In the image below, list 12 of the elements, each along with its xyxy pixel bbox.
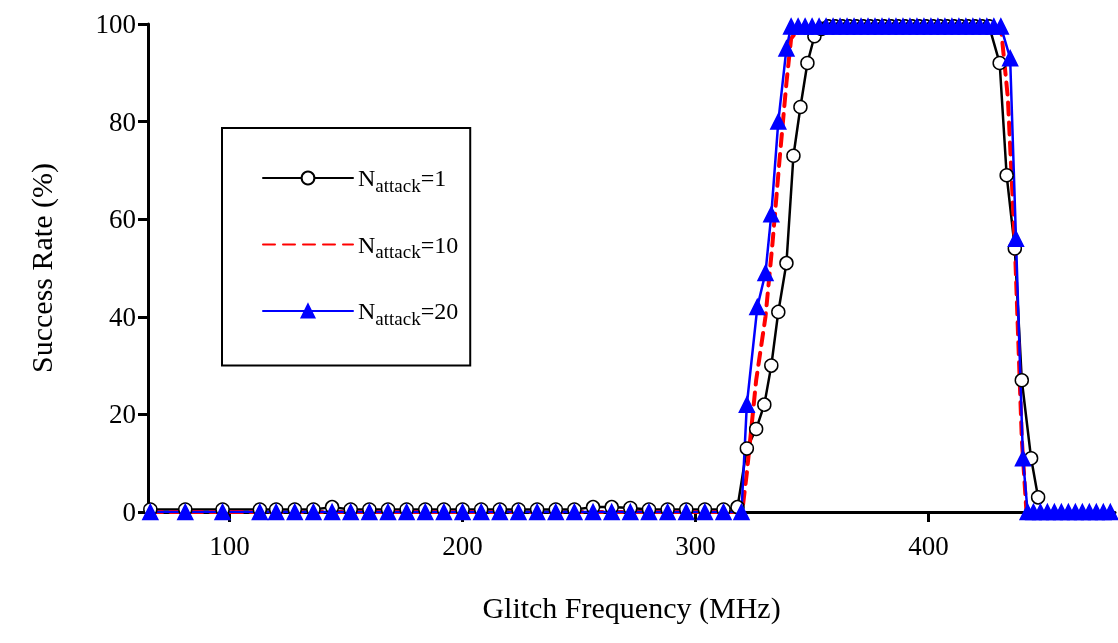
y-tick-label: 40 xyxy=(109,301,136,332)
y-tick-label: 80 xyxy=(109,106,136,137)
y-tick-label: 100 xyxy=(95,9,136,39)
x-tick-label: 300 xyxy=(675,530,716,561)
x-tick-label: 200 xyxy=(442,530,483,561)
y-tick-label: 60 xyxy=(109,204,136,235)
x-axis-title: Glitch Frequency (MHz) xyxy=(482,590,781,625)
x-tick-label: 400 xyxy=(908,530,949,561)
x-tick-label: 100 xyxy=(209,530,250,561)
y-tick-label: 0 xyxy=(122,497,136,527)
y-tick-label: 20 xyxy=(109,399,136,430)
y-axis-title: Success Rate (%) xyxy=(24,163,59,373)
